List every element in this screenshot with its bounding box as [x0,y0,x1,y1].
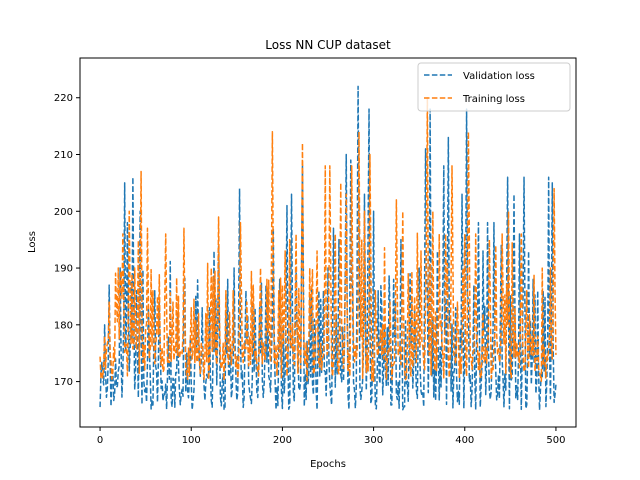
legend-label-training-loss: Training loss [462,94,525,105]
x-axis: 0 100 200 300 400 500 [97,427,565,446]
series-layer [99,85,557,411]
x-tick-label: 0 [97,435,103,446]
x-axis-label: Epochs [310,459,346,470]
y-tick-label: 210 [54,150,73,161]
legend-box [417,62,571,112]
series-line-validation-loss [99,85,557,411]
y-axis-label: Loss [27,231,38,253]
y-tick-label: 180 [54,320,73,331]
y-tick-label: 170 [54,377,73,388]
legend: Validation loss Training loss [417,62,571,112]
legend-label-validation-loss: Validation loss [463,71,535,82]
series-line-training-loss [99,96,557,383]
x-tick-label: 300 [364,435,383,446]
y-tick-label: 190 [54,264,73,275]
x-tick-label: 200 [273,435,292,446]
y-tick-label: 200 [54,207,73,218]
chart-title: Loss NN CUP dataset [265,38,391,52]
y-axis: 170 180 190 200 210 220 [54,93,80,388]
x-tick-label: 500 [546,435,565,446]
x-tick-label: 100 [182,435,201,446]
y-tick-label: 220 [54,93,73,104]
plot-area-frame [79,57,577,428]
x-tick-label: 400 [455,435,474,446]
